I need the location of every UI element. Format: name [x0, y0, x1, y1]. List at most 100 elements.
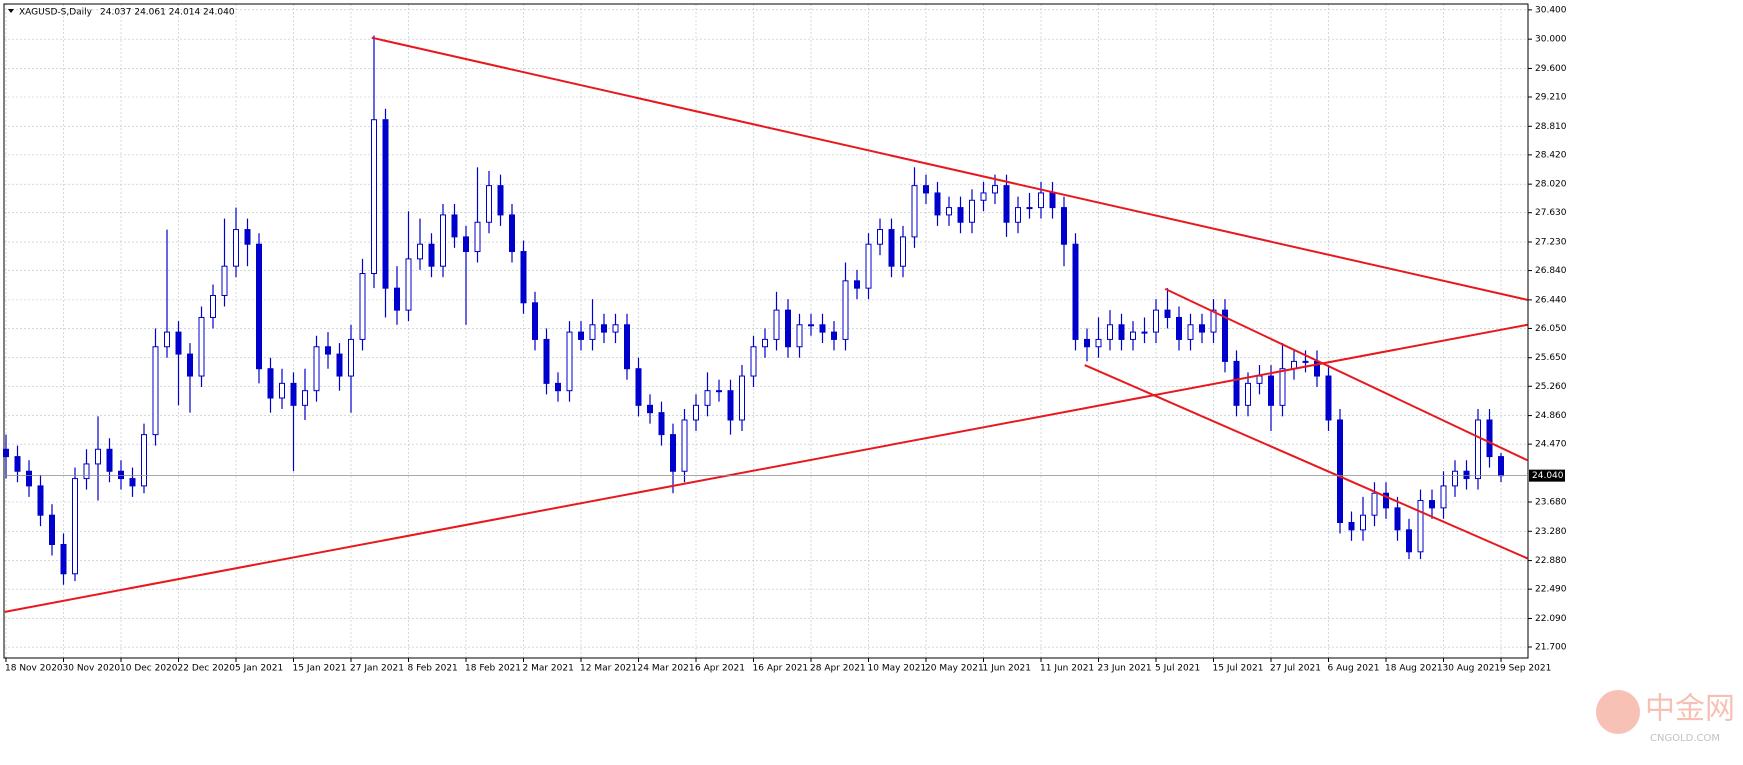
- x-tick-label: 23 Jun 2021: [1098, 664, 1152, 674]
- candle-body: [198, 316, 205, 377]
- candle-body: [1210, 309, 1217, 333]
- candle-body: [405, 258, 412, 311]
- y-tick-label: 29.210: [1535, 93, 1567, 103]
- candle-body: [1049, 192, 1056, 209]
- candle-body: [980, 192, 987, 201]
- candle-body: [164, 331, 170, 348]
- x-tick-label: 18 Feb 2021: [465, 664, 521, 674]
- candle-body: [819, 324, 826, 333]
- candle-body: [382, 119, 389, 289]
- candle-body: [1118, 324, 1125, 340]
- candle-body: [336, 353, 343, 377]
- candle-body: [1268, 375, 1274, 406]
- y-tick-label: 22.490: [1535, 585, 1567, 595]
- candle-body: [256, 243, 262, 370]
- header-arrow: [8, 9, 14, 13]
- candle-body: [946, 207, 952, 216]
- candle-body: [877, 229, 883, 245]
- candle-body: [1187, 324, 1194, 340]
- x-tick-label: 15 Jan 2021: [293, 664, 347, 674]
- candle-body: [1371, 492, 1378, 516]
- candle-body: [187, 353, 193, 377]
- candle-body: [1463, 470, 1470, 480]
- candle-body: [1302, 360, 1309, 363]
- candle-body: [532, 302, 538, 340]
- candle-body: [992, 185, 998, 194]
- candle-body: [451, 214, 458, 238]
- x-tick-label: 2 Mar 2021: [523, 664, 574, 674]
- x-tick-label: 6 Aug 2021: [1328, 664, 1380, 674]
- y-tick-label: 26.840: [1535, 266, 1567, 276]
- candle-body: [72, 478, 78, 575]
- candle-body: [1256, 375, 1263, 384]
- candle-body: [888, 229, 895, 267]
- y-tick-label: 29.600: [1535, 64, 1567, 74]
- candle-body: [624, 324, 630, 370]
- y-tick-label: 30.400: [1535, 5, 1567, 15]
- y-tick-label: 22.090: [1535, 614, 1567, 624]
- candle-body: [785, 309, 791, 348]
- candle-body: [233, 229, 239, 267]
- candle-body: [1003, 185, 1010, 223]
- candle-body: [693, 404, 699, 421]
- candle-body: [106, 448, 113, 472]
- candle-body: [221, 265, 228, 296]
- candle-body: [325, 346, 331, 355]
- y-tick-label: 26.050: [1535, 324, 1567, 334]
- trendline: [1164, 287, 1528, 462]
- candle-body: [911, 185, 918, 238]
- candle-body: [497, 185, 504, 216]
- y-tick-label: 21.700: [1535, 643, 1567, 653]
- candle-body: [1440, 485, 1447, 509]
- candle-body: [141, 434, 147, 487]
- candle-body: [762, 338, 768, 348]
- candle-body: [1164, 309, 1171, 318]
- candle-body: [348, 338, 354, 377]
- candle-body: [1176, 316, 1182, 340]
- candle-body: [428, 243, 435, 267]
- last-price-label: 24.040: [1532, 471, 1564, 481]
- candle-body: [796, 324, 803, 348]
- x-tick-label: 1 Jun 2021: [983, 664, 1031, 674]
- y-tick-label: 27.230: [1535, 238, 1567, 248]
- candle-body: [95, 448, 101, 465]
- candle-body: [302, 390, 308, 406]
- candle-body: [175, 331, 182, 355]
- y-tick-label: 26.440: [1535, 295, 1567, 305]
- y-tick-label: 25.260: [1535, 382, 1567, 392]
- candle-body: [1245, 382, 1251, 406]
- candle-body: [371, 119, 377, 275]
- x-tick-label: 11 Jun 2021: [1040, 664, 1094, 674]
- candle-body: [14, 456, 21, 472]
- watermark: 中金网: [1645, 692, 1735, 727]
- plot-frame: [3, 3, 1529, 659]
- x-tick-label: 10 May 2021: [868, 664, 927, 674]
- x-tick-label: 27 Jul 2021: [1270, 664, 1321, 674]
- candle-body: [417, 243, 423, 260]
- candle-body: [1417, 500, 1424, 553]
- y-tick-label: 24.860: [1535, 411, 1567, 421]
- candle-body: [440, 214, 446, 267]
- candle-body: [704, 390, 711, 406]
- candle-body: [486, 185, 492, 223]
- trendline: [4, 323, 1528, 613]
- candle-body: [1084, 338, 1090, 348]
- x-tick-label: 5 Jan 2021: [235, 664, 283, 674]
- x-tick-label: 28 Apr 2021: [810, 664, 866, 674]
- candle-body: [83, 463, 90, 480]
- candle-body: [1222, 309, 1228, 362]
- x-tick-label: 15 Jul 2021: [1213, 664, 1264, 674]
- candle-body: [313, 346, 320, 392]
- candle-body: [1383, 492, 1389, 509]
- x-tick-label: 22 Dec 2020: [178, 664, 236, 674]
- candle-body: [1107, 324, 1113, 340]
- watermark-sub: CNGOLD.COM: [1650, 733, 1720, 744]
- candle-body: [957, 207, 964, 223]
- candle-body: [1095, 338, 1102, 348]
- candle-body: [1394, 507, 1401, 531]
- last-price-box: [1529, 469, 1565, 482]
- candle-body: [923, 185, 929, 194]
- candle-body: [1038, 192, 1044, 209]
